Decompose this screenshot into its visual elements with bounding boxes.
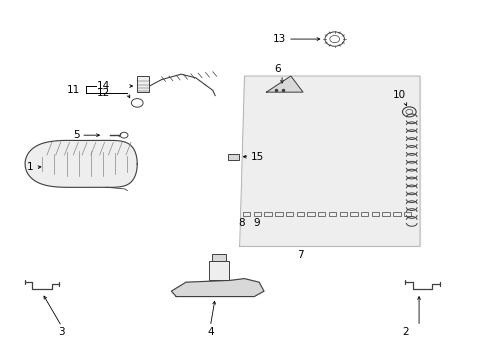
- Polygon shape: [25, 140, 137, 187]
- Bar: [318, 212, 325, 216]
- Bar: [253, 212, 261, 216]
- Text: 12: 12: [97, 88, 110, 98]
- Text: 6: 6: [274, 64, 281, 74]
- Polygon shape: [266, 76, 303, 92]
- Bar: [328, 212, 335, 216]
- Text: 10: 10: [392, 90, 405, 100]
- Text: 9: 9: [253, 218, 259, 228]
- Bar: [275, 212, 282, 216]
- Bar: [296, 212, 304, 216]
- Text: 4: 4: [206, 327, 213, 337]
- Text: 13: 13: [272, 34, 285, 44]
- Bar: [209, 261, 228, 280]
- Bar: [211, 253, 226, 261]
- Text: 1: 1: [27, 162, 34, 172]
- Polygon shape: [171, 279, 264, 297]
- Bar: [307, 212, 314, 216]
- Bar: [228, 154, 239, 159]
- Polygon shape: [239, 76, 419, 246]
- Text: 15: 15: [250, 152, 263, 162]
- Text: 3: 3: [58, 327, 65, 337]
- Text: 14: 14: [97, 81, 110, 91]
- Bar: [382, 212, 389, 216]
- Bar: [243, 212, 250, 216]
- Bar: [360, 212, 367, 216]
- Text: 7: 7: [297, 250, 303, 260]
- Bar: [349, 212, 357, 216]
- Text: 2: 2: [401, 327, 408, 337]
- Bar: [339, 212, 346, 216]
- Text: 11: 11: [66, 85, 80, 95]
- Bar: [264, 212, 271, 216]
- Text: 5: 5: [73, 130, 80, 140]
- Bar: [392, 212, 400, 216]
- Bar: [285, 212, 293, 216]
- Text: 8: 8: [237, 218, 244, 228]
- Bar: [137, 76, 149, 92]
- Bar: [371, 212, 378, 216]
- Bar: [403, 212, 410, 216]
